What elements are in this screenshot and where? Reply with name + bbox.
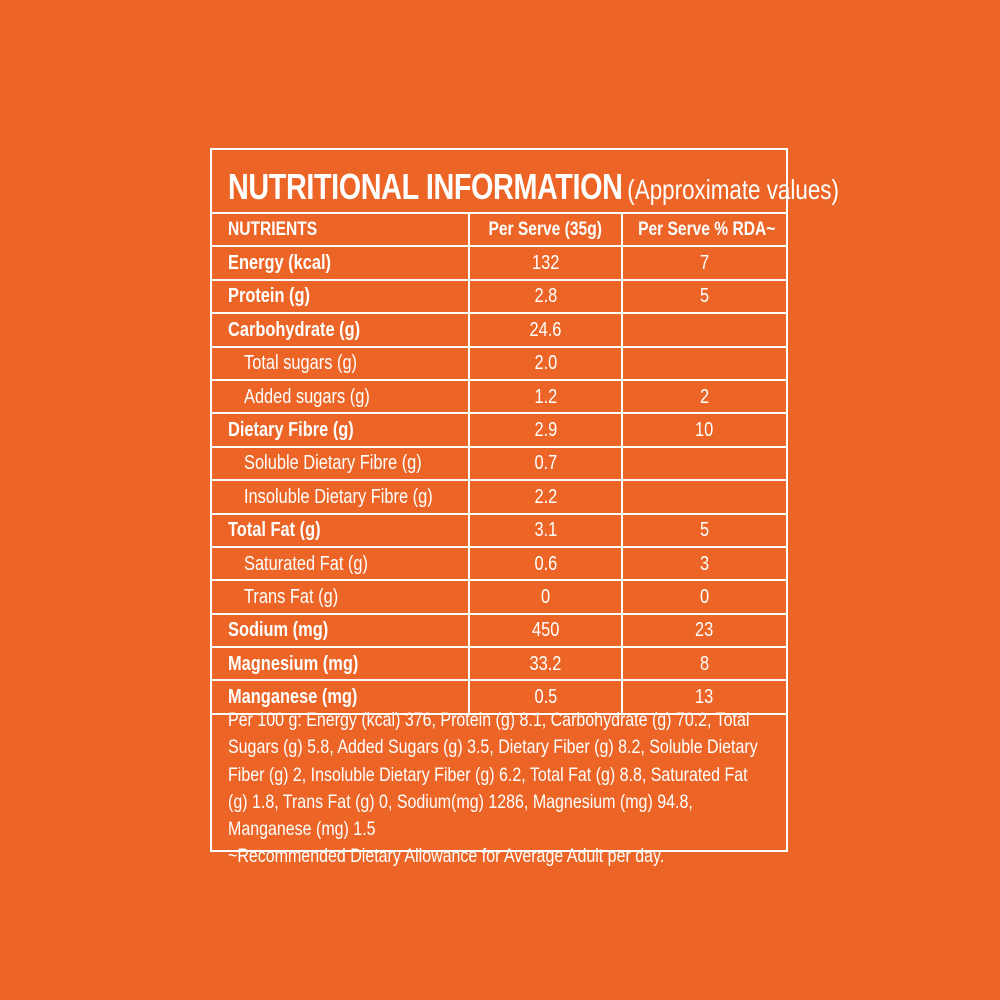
per-serve-value: 132 [469,246,623,281]
nutrient-name: Total Fat (g) [212,513,470,548]
table-row: Magnesium (mg) 33.2 8 [212,647,786,682]
per-serve-value: 2.2 [469,480,623,515]
table-row: Sodium (mg) 450 23 [212,613,786,649]
nutrient-name: Dietary Fibre (g) [212,413,470,448]
per-serve-value: 3.1 [469,513,623,548]
nutrient-name: Total sugars (g) [212,346,470,381]
nutrient-name: Manganese (mg) [212,680,470,715]
table-body: Energy (kcal) 132 7 Protein (g) 2.8 5 Carbohyd… [212,246,786,715]
table-row: Energy (kcal) 132 7 [212,246,786,281]
rda-value [622,313,786,348]
table-row: Total Fat (g) 3.1 5 [212,513,786,548]
per-serve-value: 0.6 [469,546,623,582]
per-serve-value: 0.7 [469,446,623,482]
table-row: Protein (g) 2.8 5 [212,279,786,315]
nutrition-table: NUTRIENTS Per Serve (35g) Per Serve % RD… [212,214,786,715]
rda-value: 2 [622,379,786,415]
rda-value [622,346,786,381]
panel-title: NUTRITIONAL INFORMATION (Approximate valu… [228,166,839,208]
per-serve-value: 24.6 [469,313,623,348]
table-row: Saturated Fat (g) 0.6 3 [212,546,786,582]
rda-value: 3 [622,546,786,582]
rda-value [622,446,786,482]
nutrient-name: Carbohydrate (g) [212,313,470,348]
rda-value: 7 [622,246,786,281]
rda-value: 8 [622,647,786,682]
table-row: Manganese (mg) 0.5 13 [212,680,786,715]
nutrition-panel: NUTRITIONAL INFORMATION (Approximate valu… [210,148,839,867]
rda-value: 23 [622,613,786,649]
table-row: Dietary Fibre (g) 2.9 10 [212,413,786,448]
table-row: Soluble Dietary Fibre (g) 0.7 [212,446,786,482]
per-serve-value: 2.8 [469,279,623,315]
nutrient-name: Magnesium (mg) [212,647,470,682]
per-serve-value: 2.9 [469,413,623,448]
rda-value: 0 [622,580,786,615]
table-header-row: NUTRIENTS Per Serve (35g) Per Serve % RD… [212,214,786,248]
table-row: Total sugars (g) 2.0 [212,346,786,381]
rda-value [622,480,786,515]
rda-value: 5 [622,279,786,315]
nutrient-name: Added sugars (g) [212,379,470,415]
rda-value: 5 [622,513,786,548]
header-per-serve: Per Serve (35g) [469,214,623,248]
table-row: Added sugars (g) 1.2 2 [212,379,786,415]
title-row: NUTRITIONAL INFORMATION (Approximate valu… [212,150,839,214]
rda-value: 10 [622,413,786,448]
table-row: Insoluble Dietary Fibre (g) 2.2 [212,480,786,515]
rda-note: ~Recommended Dietary Allowance for Avera… [228,845,665,868]
nutrient-name: Saturated Fat (g) [212,546,470,582]
nutrient-name: Sodium (mg) [212,613,470,649]
nutrient-name: Energy (kcal) [212,246,470,281]
footnote: Per 100 g: Energy (kcal) 376, Protein (g… [228,707,769,871]
title-subtitle: (Approximate values) [627,174,839,205]
per-serve-value: 2.0 [469,346,623,381]
nutrient-name: Protein (g) [212,279,470,315]
table-row: Trans Fat (g) 0 0 [212,580,786,615]
table-row: Carbohydrate (g) 24.6 [212,313,786,348]
header-nutrients: NUTRIENTS [212,214,470,248]
title-main: NUTRITIONAL INFORMATION [228,166,623,207]
header-rda: Per Serve % RDA~ [622,214,786,248]
nutrient-name: Insoluble Dietary Fibre (g) [212,480,470,515]
per-100g-note: Per 100 g: Energy (kcal) 376, Protein (g… [228,709,758,841]
nutrient-name: Soluble Dietary Fibre (g) [212,446,470,482]
per-serve-value: 33.2 [469,647,623,682]
nutrient-name: Trans Fat (g) [212,580,470,615]
rda-value: 13 [622,680,786,715]
per-serve-value: 1.2 [469,379,623,415]
per-serve-value: 0.5 [469,680,623,715]
per-serve-value: 450 [469,613,623,649]
per-serve-value: 0 [469,580,623,615]
